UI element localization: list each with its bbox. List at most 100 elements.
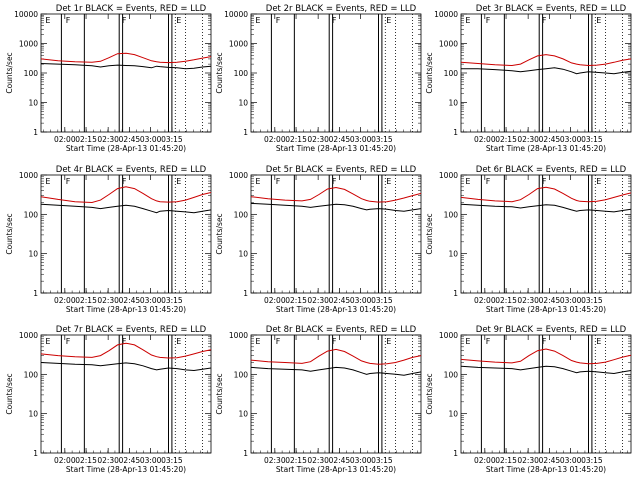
y-tick-label: 100: [24, 370, 39, 379]
panel-title: Det 1r BLACK = Events, RED = LLD: [56, 4, 207, 14]
panel-title: Det 9r BLACK = Events, RED = LLD: [476, 325, 627, 335]
lld-series-line: [40, 342, 212, 359]
y-tick-label: 1: [453, 449, 458, 458]
panel-title: Det 2r BLACK = Events, RED = LLD: [266, 4, 417, 14]
x-axis-label: Start Time (28-Apr-13 01:45:20): [276, 305, 396, 314]
detector-panel-1: Det 1r BLACK = Events, RED = LLD 1 10 100 10…: [5, 4, 212, 153]
segment-flag: E: [45, 16, 50, 25]
y-axis: 1 10 100 1000: [19, 331, 211, 458]
segment-flag: F: [276, 177, 281, 186]
x-tick-label: 02:15: [285, 135, 307, 144]
panel-title: Det 7r BLACK = Events, RED = LLD: [56, 325, 207, 335]
y-axis: 1 10 100 1000: [229, 171, 421, 298]
x-axis: 02:00 02:15 02:30 02:45 03:00 03:15: [43, 14, 209, 144]
x-axis: 02:00 02:15 02:30 02:45 03:00 03:15: [463, 175, 629, 305]
x-tick-label: 03:15: [161, 135, 183, 144]
x-tick-label: 02:15: [285, 456, 307, 465]
x-tick-label: 02:30: [97, 456, 119, 465]
y-axis-label: Counts/sec: [215, 213, 224, 254]
y-axis: 1 10 100 1000 10000: [14, 10, 211, 137]
segment-flag: F: [542, 16, 547, 25]
segment-flag: E: [465, 177, 470, 186]
y-tick-label: 10: [28, 250, 38, 259]
segment-flag: E: [596, 337, 601, 346]
x-tick-label: 02:15: [495, 296, 517, 305]
y-axis-label: Counts/sec: [425, 373, 434, 414]
y-tick-label: 1000: [19, 40, 38, 49]
x-tick-label: 03:00: [560, 135, 582, 144]
lld-series-line: [40, 186, 212, 204]
x-axis-label: Start Time (28-Apr-13 01:45:20): [486, 305, 606, 314]
x-axis: 02:00 02:15 02:30 02:45 03:00 03:15: [463, 14, 629, 144]
x-tick-label: 03:15: [581, 296, 603, 305]
y-tick-label: 100: [24, 210, 39, 219]
x-tick-label: 03:00: [140, 135, 162, 144]
x-axis-label: Start Time (28-Apr-13 01:45:20): [276, 465, 396, 474]
plot-frame: [460, 174, 632, 294]
panel-title: Det 3r BLACK = Events, RED = LLD: [476, 4, 627, 14]
x-tick-label: 02:45: [329, 135, 351, 144]
segment-flag: E: [596, 16, 601, 25]
plot-frame: [460, 334, 632, 454]
y-tick-label: 100: [234, 69, 249, 78]
detector-panel-8: Det 8r BLACK = Events, RED = LLD 1 10 100 10…: [215, 325, 422, 474]
y-tick-label: 1: [243, 128, 248, 137]
y-axis: 1 10 100 1000: [19, 171, 211, 298]
segment-flag: F: [332, 16, 337, 25]
segment-flag: E: [386, 337, 391, 346]
events-series-line: [250, 202, 422, 212]
x-tick-label: 02:30: [264, 456, 286, 465]
lld-series-line: [40, 52, 212, 64]
y-axis: 1 10 100 1000: [229, 331, 421, 458]
segment-flag: E: [386, 177, 391, 186]
y-tick-label: 1: [33, 449, 38, 458]
segment-flag: F: [486, 177, 491, 186]
y-tick-label: 100: [234, 370, 249, 379]
x-tick-label: 02:30: [517, 296, 539, 305]
y-tick-label: 1000: [229, 331, 248, 340]
detector-panel-7: Det 7r BLACK = Events, RED = LLD 1 10 100 10…: [5, 325, 212, 474]
x-tick-label: 02:00: [264, 135, 286, 144]
segment-flag: F: [486, 337, 491, 346]
y-tick-label: 1000: [229, 40, 248, 49]
plot-frame: [40, 174, 212, 294]
y-axis-label: Counts/sec: [425, 213, 434, 254]
segment-flag: F: [66, 177, 71, 186]
y-tick-label: 100: [444, 69, 459, 78]
plot-frame: [40, 334, 212, 454]
plot-frame: [250, 13, 422, 133]
segment-flag: F: [276, 337, 281, 346]
y-tick-label: 10: [238, 99, 248, 108]
x-tick-label: 02:00: [54, 296, 76, 305]
lld-series-line: [250, 348, 422, 365]
segment-flag: E: [45, 337, 50, 346]
segment-flag: E: [386, 16, 391, 25]
panel-title: Det 6r BLACK = Events, RED = LLD: [476, 165, 627, 175]
x-tick-label: 02:45: [119, 135, 141, 144]
x-tick-label: 03:00: [350, 456, 372, 465]
events-series-line: [40, 362, 212, 372]
y-axis-label: Counts/sec: [215, 52, 224, 93]
x-tick-label: 02:15: [495, 456, 517, 465]
events-series-line: [460, 203, 632, 213]
segment-flag: E: [255, 337, 260, 346]
y-axis: 1 10 100 1000: [439, 171, 631, 298]
events-series-line: [40, 203, 212, 214]
segment-flag: F: [542, 337, 547, 346]
x-tick-label: 03:00: [140, 456, 162, 465]
segment-flag: E: [176, 177, 181, 186]
x-tick-label: 02:30: [307, 296, 329, 305]
segment-flag: F: [66, 16, 71, 25]
y-tick-label: 10000: [14, 10, 38, 19]
x-tick-label: 02:45: [329, 456, 351, 465]
y-axis-label: Counts/sec: [5, 213, 14, 254]
x-tick-label: 03:00: [560, 296, 582, 305]
segment-flag: F: [122, 177, 127, 186]
segment-flag: E: [255, 16, 260, 25]
x-tick-label: 03:00: [560, 456, 582, 465]
x-axis-label: Start Time (28-Apr-13 01:45:20): [66, 465, 186, 474]
x-axis: 02:00 02:15 02:30 02:45 03:00 03:15: [463, 335, 629, 465]
